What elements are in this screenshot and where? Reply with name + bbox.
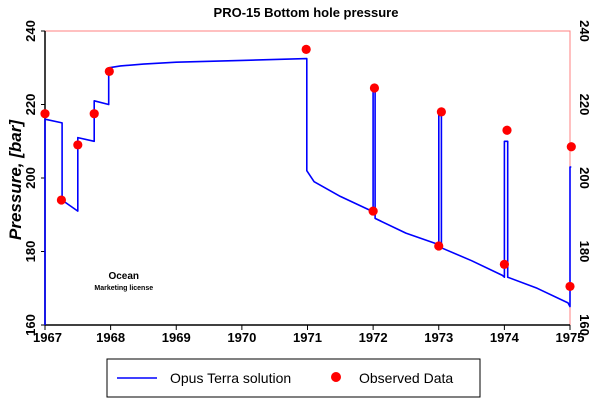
y-tick-label-left: 160 [23,314,38,336]
y-tick-label-left: 200 [23,167,38,189]
observed-data-point [434,241,444,251]
x-tick-label: 1975 [556,330,585,345]
observed-data-point [40,109,50,119]
observed-data-point [369,83,380,93]
y-tick-label-right: 240 [577,20,592,42]
y-tick-label-right: 220 [577,94,592,116]
y-tick-label-left: 220 [23,94,38,116]
x-tick-label: 1968 [96,330,125,345]
chart-title: PRO-15 Bottom hole pressure [214,5,399,20]
x-tick-label: 1974 [490,330,520,345]
watermark-subtitle: Marketing license [94,285,153,292]
x-tick-label: 1969 [162,330,191,345]
observed-data-point [301,44,311,54]
observed-data-point [436,107,446,117]
observed-data-point [499,259,509,269]
legend: Opus Terra solution Observed Data [106,358,481,398]
plot-data [40,44,576,325]
x-tick-label: 1971 [293,330,322,345]
watermark-title: Ocean [108,271,139,282]
x-tick-label: 1970 [227,330,256,345]
observed-data-point [89,109,99,119]
series-line-simulated [44,57,572,325]
observed-data-point [502,125,512,135]
observed-data-point [566,142,576,152]
legend-box [106,358,481,398]
observed-data-point [73,140,83,150]
legend-label-observed: Observed Data [359,370,453,386]
x-tick-label: 1972 [359,330,388,345]
legend-label-simulated: Opus Terra solution [170,370,291,386]
y-tick-label-left: 240 [23,20,38,42]
legend-swatch-marker [331,372,341,382]
observed-data-point [368,206,378,216]
x-tick-label: 1967 [33,330,62,345]
y-axis-label: Pressure, [bar] [6,119,25,240]
annotations: Ocean Marketing license [94,271,153,292]
observed-data-point [565,281,575,292]
observed-data-point [56,195,67,205]
y-tick-label-left: 180 [23,241,38,263]
x-tick-label: 1973 [424,330,453,345]
y-tick-label-right: 200 [577,167,592,189]
y-tick-label-right: 180 [577,241,592,263]
observed-data-point [104,66,114,77]
y-tick-label-right: 160 [577,314,592,336]
